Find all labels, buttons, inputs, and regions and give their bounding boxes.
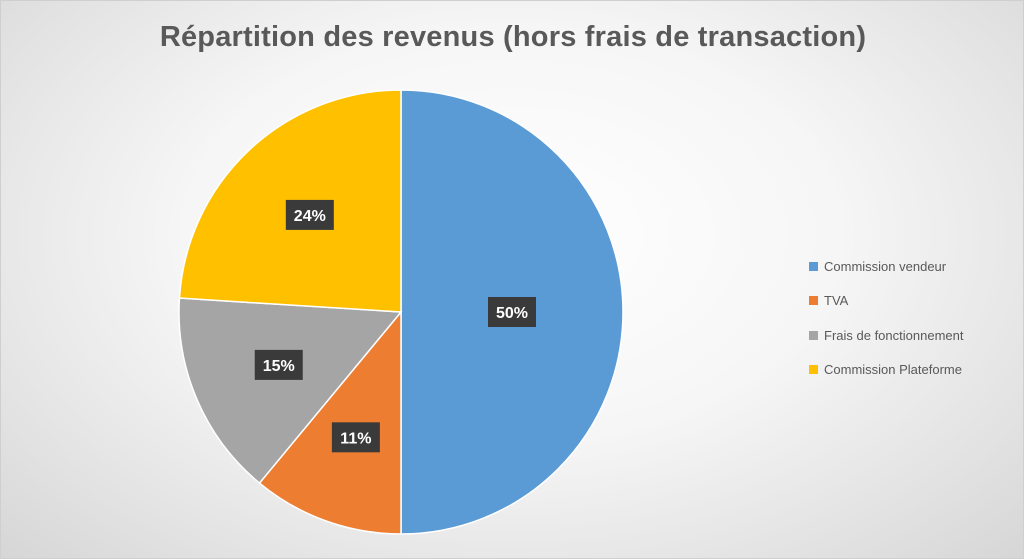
legend-swatch [809, 365, 818, 375]
data-label-frais-de-fonctionnement: 15% [254, 349, 303, 380]
legend-label: Commission Plateforme [824, 362, 962, 378]
legend-swatch [809, 330, 818, 340]
data-label-text: 24% [294, 208, 326, 225]
chart-title: Répartition des revenus (hors frais de t… [159, 21, 867, 53]
data-label-text: 11% [340, 430, 371, 447]
data-label-commission-plateforme: 24% [285, 199, 334, 230]
legend-label: Frais de fonctionnement [824, 327, 964, 343]
data-label-box [488, 297, 536, 327]
legend-label: Commission vendeur [824, 258, 947, 274]
data-label-text: 15% [263, 358, 295, 375]
legend-item-commission-vendeur: Commission vendeur [809, 249, 1019, 284]
data-label-commission-vendeur: 50% [488, 297, 536, 327]
data-label-box [285, 199, 334, 230]
pie-slice-tva [258, 309, 402, 535]
legend-swatch [809, 296, 818, 306]
legend-item-frais-de-fonctionnement: Frais de fonctionnement [809, 318, 1019, 353]
legend-swatch [809, 261, 818, 271]
legend-label: TVA [824, 293, 849, 309]
data-label-box [254, 349, 303, 380]
data-label-tva: 11% [331, 422, 380, 453]
data-label-text: 50% [496, 305, 528, 322]
legend-item-tva: TVA [809, 284, 1019, 319]
data-label-box [331, 422, 380, 453]
legend: Commission vendeur TVA Frais de fonctionne… [809, 249, 1019, 387]
pie-slice-frais-de-fonctionnement [178, 297, 403, 485]
legend-item-commission-plateforme: Commission Plateforme [809, 353, 1019, 388]
